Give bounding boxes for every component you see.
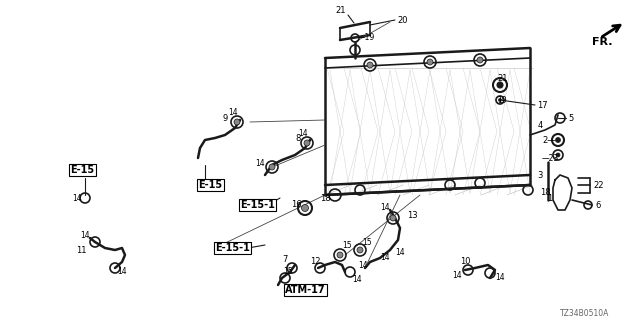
Circle shape [234,119,240,125]
Text: —19: —19 [358,33,375,42]
Text: 11: 11 [76,245,86,254]
Circle shape [499,99,502,101]
Circle shape [357,247,363,253]
Circle shape [477,57,483,63]
Circle shape [556,153,560,157]
Circle shape [337,252,343,258]
Text: 14: 14 [358,260,367,269]
Text: 14: 14 [380,203,390,212]
Text: 21: 21 [497,74,508,83]
Text: 14: 14 [380,253,390,262]
Text: 22: 22 [593,180,604,189]
Text: 7: 7 [282,255,287,265]
Circle shape [304,140,310,146]
Text: 14: 14 [452,270,461,279]
Text: 14: 14 [298,129,308,138]
Text: 18: 18 [320,194,331,203]
Circle shape [556,138,561,142]
Circle shape [390,215,396,221]
Text: 3: 3 [537,171,542,180]
Text: E-15-1: E-15-1 [240,200,275,210]
Text: 14: 14 [80,230,90,239]
Text: TZ34B0510A: TZ34B0510A [560,309,609,318]
Text: 14: 14 [228,108,237,116]
Text: 14: 14 [72,194,82,203]
Text: 14: 14 [255,158,264,167]
Text: 19: 19 [497,95,507,105]
Text: 1: 1 [547,194,552,203]
Text: 14: 14 [352,276,362,284]
Circle shape [427,59,433,65]
Text: —23: —23 [542,154,559,163]
Circle shape [367,62,373,68]
Text: 6: 6 [595,201,600,210]
Text: 14: 14 [495,274,504,283]
Circle shape [269,164,275,170]
Text: E-15: E-15 [198,180,222,190]
Text: 15: 15 [362,237,372,246]
Circle shape [497,82,503,88]
Text: 15: 15 [342,241,351,250]
Text: E-15-1: E-15-1 [215,243,250,253]
Text: 14: 14 [395,247,404,257]
Text: 10: 10 [460,258,470,267]
Text: 17: 17 [537,100,548,109]
Text: 12: 12 [310,258,321,267]
Text: 21: 21 [335,5,346,14]
Text: 16: 16 [291,199,301,209]
Text: 9: 9 [222,114,227,123]
Text: 8: 8 [295,133,300,142]
Text: 15: 15 [283,268,292,276]
Text: 2—: 2— [542,135,556,145]
Text: 14: 14 [117,268,127,276]
Text: 4: 4 [538,121,543,130]
Text: 18: 18 [540,188,550,196]
Text: E-15: E-15 [70,165,94,175]
Text: ATM-17: ATM-17 [285,285,326,295]
Text: 20: 20 [397,15,408,25]
Circle shape [301,204,308,212]
Text: 5: 5 [568,114,573,123]
Text: FR.: FR. [592,37,612,47]
Text: 13: 13 [407,211,418,220]
